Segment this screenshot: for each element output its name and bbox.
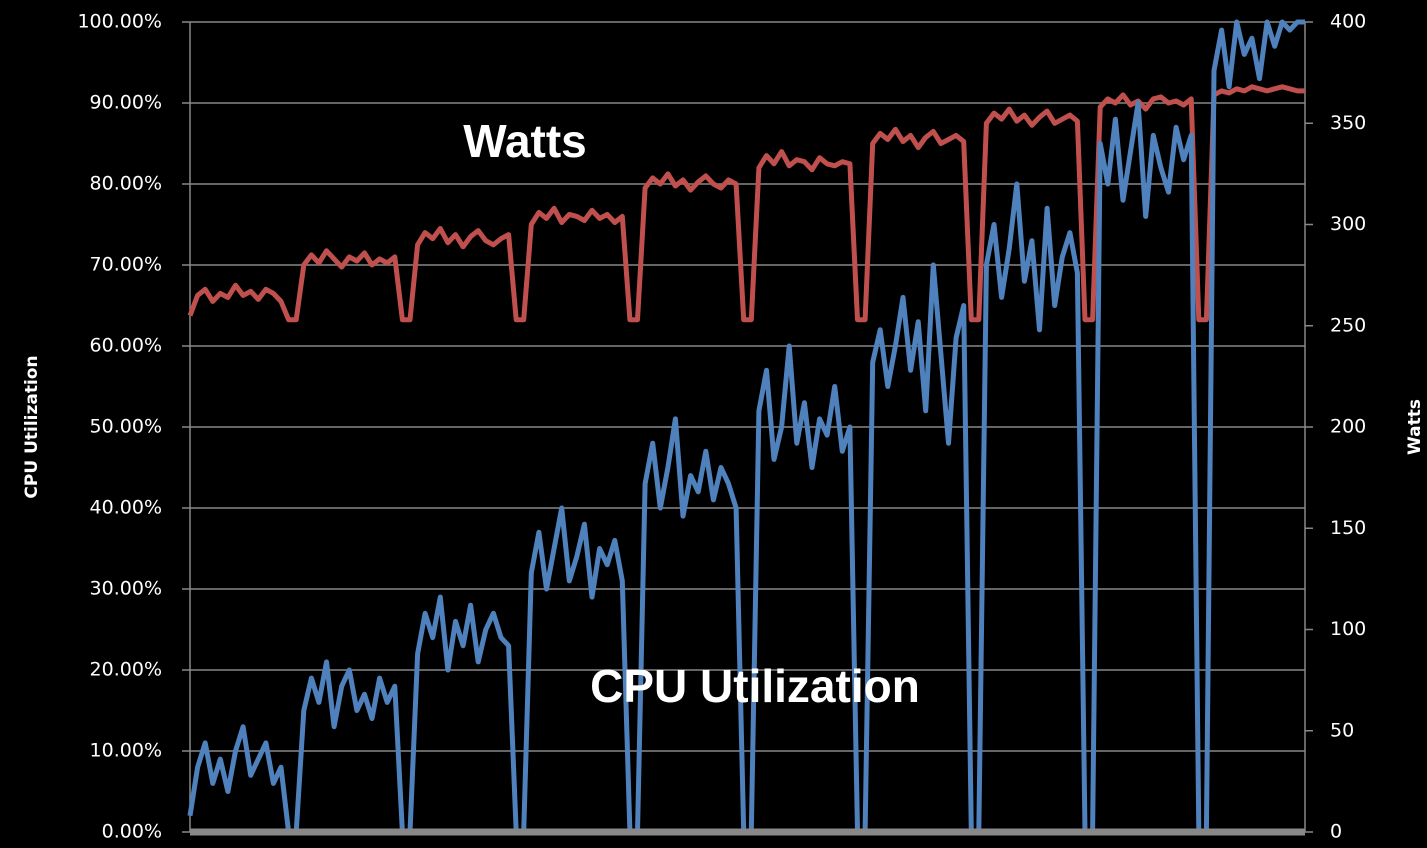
y-tick-label: 100.00% [77, 11, 162, 33]
y-tick-label: 70.00% [90, 254, 162, 276]
annotation: Watts [463, 115, 587, 167]
y2-tick-label: 150 [1330, 517, 1366, 539]
y2-axis-title: Watts [1405, 399, 1425, 455]
y-axis-title: CPU Utilization [22, 355, 42, 498]
series-line [187, 84, 1305, 323]
y2-tick-label: 0 [1330, 821, 1342, 843]
y-tick-label: 0.00% [102, 821, 162, 843]
y-tick-label: 50.00% [90, 416, 162, 438]
y-tick-label: 60.00% [90, 335, 162, 357]
y2-tick-label: 400 [1330, 11, 1366, 33]
y-tick-label: 40.00% [90, 497, 162, 519]
y2-tick-label: 200 [1330, 416, 1366, 438]
y-tick-label: 30.00% [90, 578, 162, 600]
annotation: CPU Utilization [590, 660, 920, 712]
y-tick-label: 20.00% [90, 659, 162, 681]
y2-tick-label: 50 [1330, 719, 1354, 741]
y-tick-label: 10.00% [90, 740, 162, 762]
y2-tick-label: 350 [1330, 112, 1366, 134]
y-tick-label: 90.00% [90, 92, 162, 114]
y2-tick-label: 250 [1330, 314, 1366, 336]
y-tick-label: 80.00% [90, 173, 162, 195]
y2-tick-label: 100 [1330, 618, 1366, 640]
y2-tick-label: 300 [1330, 213, 1366, 235]
